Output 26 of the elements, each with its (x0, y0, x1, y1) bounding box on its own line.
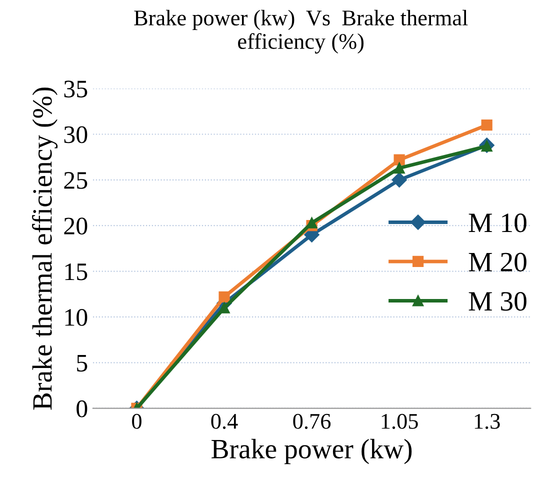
legend-label: M 10 (468, 213, 526, 232)
x-tick-label: 0.76 (293, 414, 331, 429)
x-tick-label: 1.3 (474, 414, 500, 429)
y-tick-label: 15 (65, 263, 88, 280)
y-tick-label: 5 (77, 354, 88, 372)
x-tick-label: 0 (132, 414, 142, 429)
y-tick-label: 10 (65, 309, 88, 326)
y-tick-label: 25 (64, 172, 88, 189)
point (392, 172, 407, 188)
point (394, 162, 405, 174)
y-tick-label: 20 (64, 218, 88, 235)
y-tick-label: 30 (64, 126, 88, 144)
y-axis-title: Brake thermal efficiency (%) (32, 88, 58, 410)
y-tick-label: 0 (76, 400, 88, 418)
point (306, 217, 318, 228)
point (218, 291, 230, 302)
point (394, 154, 405, 166)
x-tick-label: 1.05 (382, 414, 418, 429)
y-tick-label: 35 (64, 80, 88, 98)
legend-label: M 30 (468, 292, 526, 311)
x-axis-title: Brake power (kw) (212, 438, 412, 464)
legend-label: M 20 (468, 252, 526, 272)
point (218, 302, 230, 314)
chart-title: Brake power (kw) Vs Brake thermal efficiency (%) (134, 10, 468, 54)
point (481, 120, 492, 131)
x-tick-label: 0.4 (211, 414, 238, 429)
